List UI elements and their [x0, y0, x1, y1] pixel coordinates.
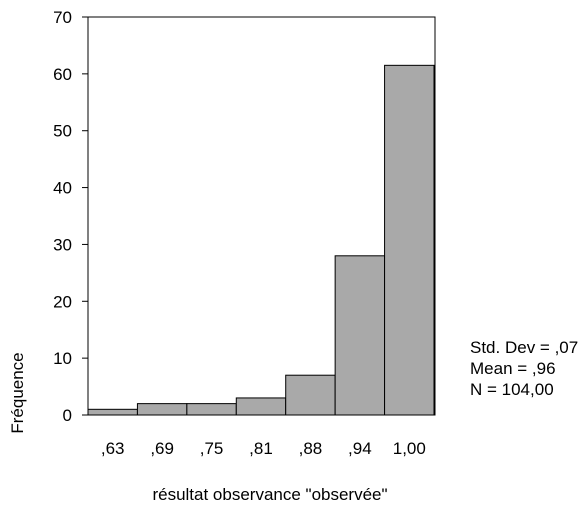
y-tick-label-4: 40 — [53, 179, 72, 198]
x-tick-label-0: ,63 — [101, 439, 125, 458]
plot-frame — [87, 16, 436, 416]
x-tick-label-5: ,94 — [348, 439, 372, 458]
y-axis-ticks: 0 10 20 30 40 50 60 70 — [53, 8, 88, 425]
bar-1 — [136, 403, 188, 416]
y-axis-label: Fréquence — [8, 352, 27, 433]
y-tick-label-7: 70 — [53, 8, 72, 27]
x-axis-label: résultat observance "observée" — [152, 485, 387, 504]
x-axis-ticks: ,63 ,69 ,75 ,81 ,88 ,94 1,00 — [101, 439, 426, 458]
stat-mean: Mean = ,96 — [470, 359, 556, 378]
bar-6 — [384, 64, 435, 416]
stat-n: N = 104,00 — [470, 380, 554, 399]
y-tick-label-3: 30 — [53, 235, 72, 254]
bar-4 — [285, 374, 336, 416]
x-tick-label-1: ,69 — [150, 439, 174, 458]
x-tick-label-6: 1,00 — [393, 439, 426, 458]
y-tick-label-2: 20 — [53, 292, 72, 311]
y-tick-label-0: 0 — [63, 406, 72, 425]
bar-0 — [87, 408, 138, 416]
y-tick-label-6: 60 — [53, 65, 72, 84]
y-tick-label-5: 50 — [53, 122, 72, 141]
y-tick-label-1: 10 — [53, 349, 72, 368]
x-tick-label-3: ,81 — [249, 439, 273, 458]
bar-2 — [186, 403, 237, 416]
x-tick-label-2: ,75 — [200, 439, 224, 458]
bars-group — [87, 64, 435, 416]
bar-3 — [235, 397, 287, 416]
x-tick-label-4: ,88 — [299, 439, 323, 458]
bar-5 — [334, 255, 386, 416]
stat-std-dev: Std. Dev = ,07 — [470, 338, 578, 357]
